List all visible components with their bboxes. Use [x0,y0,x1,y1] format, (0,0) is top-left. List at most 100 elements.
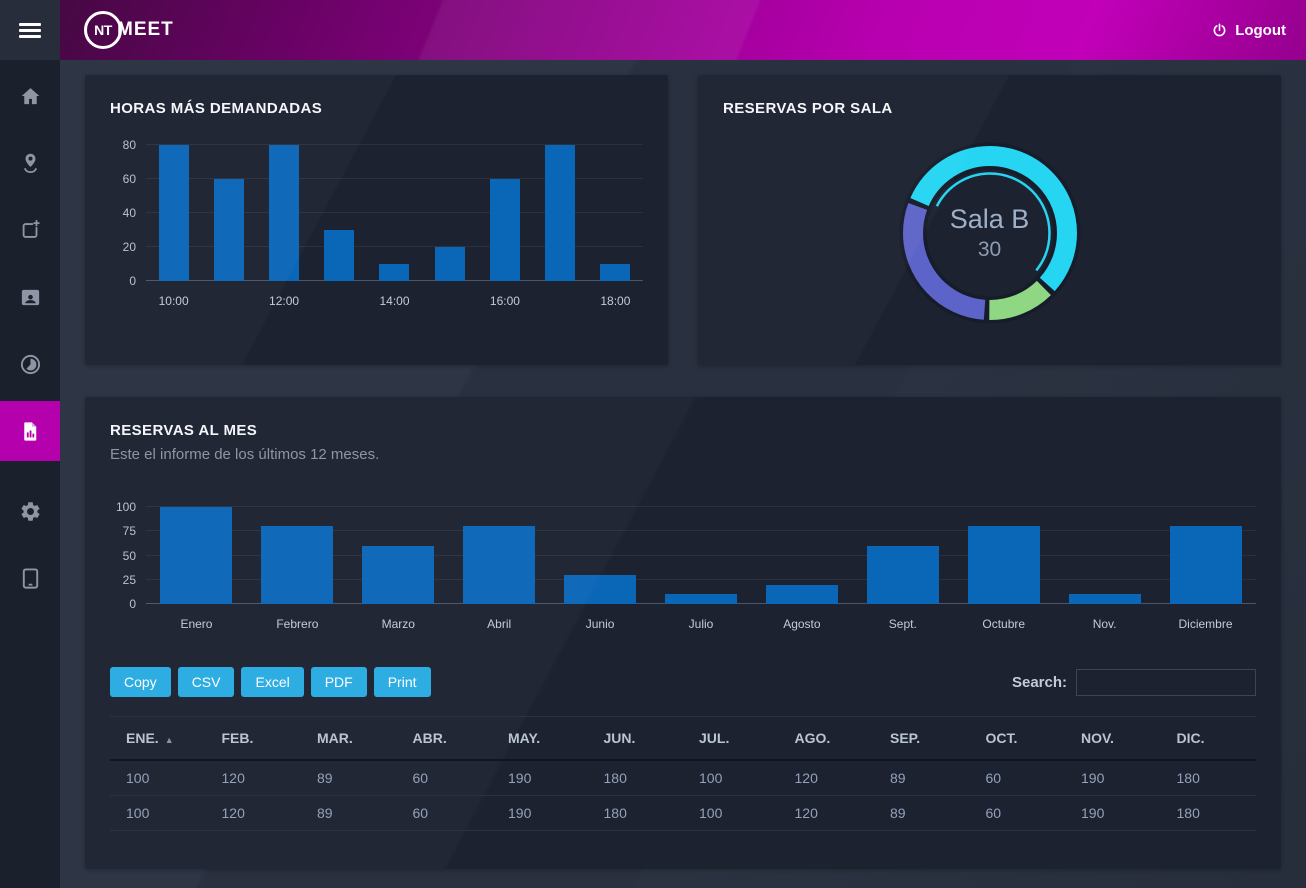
table-header-sep[interactable]: SEP. [874,716,970,761]
export-print-button[interactable]: Print [373,667,431,697]
donut-svg[interactable] [895,138,1085,328]
table-cell: 60 [969,795,1065,831]
table-cell: 180 [1160,795,1256,831]
donut-selected-arc[interactable] [928,172,1051,294]
export-excel-button[interactable]: Excel [241,667,304,697]
export-copy-button[interactable]: Copy [110,667,171,697]
x-tick: Enero [180,617,213,631]
table-header-mar[interactable]: MAR. [301,716,397,761]
donut-segment-2[interactable] [902,146,1077,320]
hours-bar-chart: 0 20 40 60 80 10:00 12:00 14:00 16:00 18:00 [110,138,643,308]
donut-room-value: 30 [977,238,1002,261]
search-input[interactable] [1076,668,1256,696]
x-tick: 18:00 [600,294,631,308]
x-tick: Octubre [982,617,1026,631]
map-marker-icon [23,153,37,173]
table-header-may[interactable]: MAY. [492,716,588,761]
sidebar-item-schedule[interactable] [0,334,60,394]
bar[interactable] [545,145,576,281]
bar[interactable] [866,545,939,604]
bar[interactable] [489,179,520,281]
bar[interactable] [967,526,1040,604]
sidebar-item-settings[interactable] [0,481,60,541]
search-label: Search: [1011,673,1067,691]
table-header-oct[interactable]: OCT. [969,716,1065,761]
donut-segment-0[interactable] [902,146,1077,320]
x-tick: 10:00 [158,294,189,308]
table-header-nov[interactable]: NOV. [1065,716,1161,761]
x-tick: Nov. [1092,617,1117,631]
sidebar-item-add-room[interactable] [0,200,60,260]
rooms-donut-chart: Sala B 30 [723,129,1256,337]
export-buttons: Copy CSV Excel PDF Print [110,667,431,697]
y-tick: 80 [122,138,136,152]
bar[interactable] [379,264,410,281]
card-title-monthly: RESERVAS AL MES [110,422,258,439]
table-cell: 89 [874,760,970,796]
export-csv-button[interactable]: CSV [177,667,235,697]
table-cell: 190 [492,795,588,831]
timelapse-icon [20,354,40,374]
table-row[interactable]: 100 120 89 60 190 180 100 120 89 60 190 180 [110,795,1256,831]
table-header-dic[interactable]: DIC. [1160,716,1256,761]
table-cell: 89 [301,795,397,831]
bar[interactable] [564,574,637,604]
gridline [146,506,1256,507]
export-pdf-button[interactable]: PDF [310,667,367,697]
table-cell: 100 [110,760,206,796]
bar[interactable] [261,526,334,604]
bar[interactable] [213,179,244,281]
x-tick: Agosto [783,617,821,631]
bar[interactable] [160,507,233,604]
table-header-ago[interactable]: AGO. [778,716,874,761]
sidebar-item-devices[interactable] [0,548,60,608]
bar[interactable] [1068,594,1141,604]
bar[interactable] [434,247,465,281]
bar[interactable] [158,145,189,281]
x-tick: 16:00 [489,294,520,308]
bar[interactable] [765,584,838,604]
y-tick: 0 [129,274,136,288]
sidebar-item-home[interactable] [0,66,60,126]
logout-button[interactable]: Logout [1211,22,1286,39]
bar[interactable] [269,145,300,281]
bar[interactable] [324,230,355,281]
bar[interactable] [664,594,737,604]
bar[interactable] [362,545,435,604]
table-cell: 120 [778,795,874,831]
x-tick: Sept. [888,617,917,631]
x-tick: Abril [487,617,512,631]
sidebar-item-locations[interactable] [0,133,60,193]
report-file-icon [23,421,36,441]
sidebar-item-reports[interactable] [0,401,60,461]
gridline [146,578,1256,580]
bar[interactable] [1169,526,1242,604]
table-header-abr[interactable]: ABR. [396,716,492,761]
menu-toggle-button[interactable] [0,0,60,60]
y-tick: 0 [129,597,136,611]
table-cell: 190 [1065,760,1161,796]
x-tick [201,294,256,308]
y-axis: 0 25 50 75 100 [110,500,146,611]
table-header-jun[interactable]: JUN. [587,716,683,761]
table-header-feb[interactable]: FEB. [205,716,301,761]
table-cell: 180 [587,795,683,831]
card-monthly-reservations: RESERVAS AL MES Este el informe de los ú… [85,397,1281,869]
sidebar-item-contacts[interactable] [0,267,60,327]
donut-room-name: Sala B [949,204,1030,234]
card-title-rooms: RESERVAS POR SALA [723,100,893,117]
gridline [146,554,1256,556]
donut-segment-1[interactable] [902,146,1077,320]
card-title-hours: HORAS MÁS DEMANDADAS [110,100,323,117]
y-tick: 25 [122,572,136,587]
gridline [146,178,643,179]
brand-text: MEET [117,19,174,40]
table-row[interactable]: 100 120 89 60 190 180 100 120 89 60 190 180 [110,760,1256,796]
y-tick: 100 [115,500,136,514]
sidebar [0,0,60,888]
bar[interactable] [463,526,536,604]
table-header-jul[interactable]: JUL. [683,716,779,761]
table-header-ene[interactable]: ENE. ▲ [110,716,206,761]
bar[interactable] [600,264,631,281]
gridline [146,212,643,213]
